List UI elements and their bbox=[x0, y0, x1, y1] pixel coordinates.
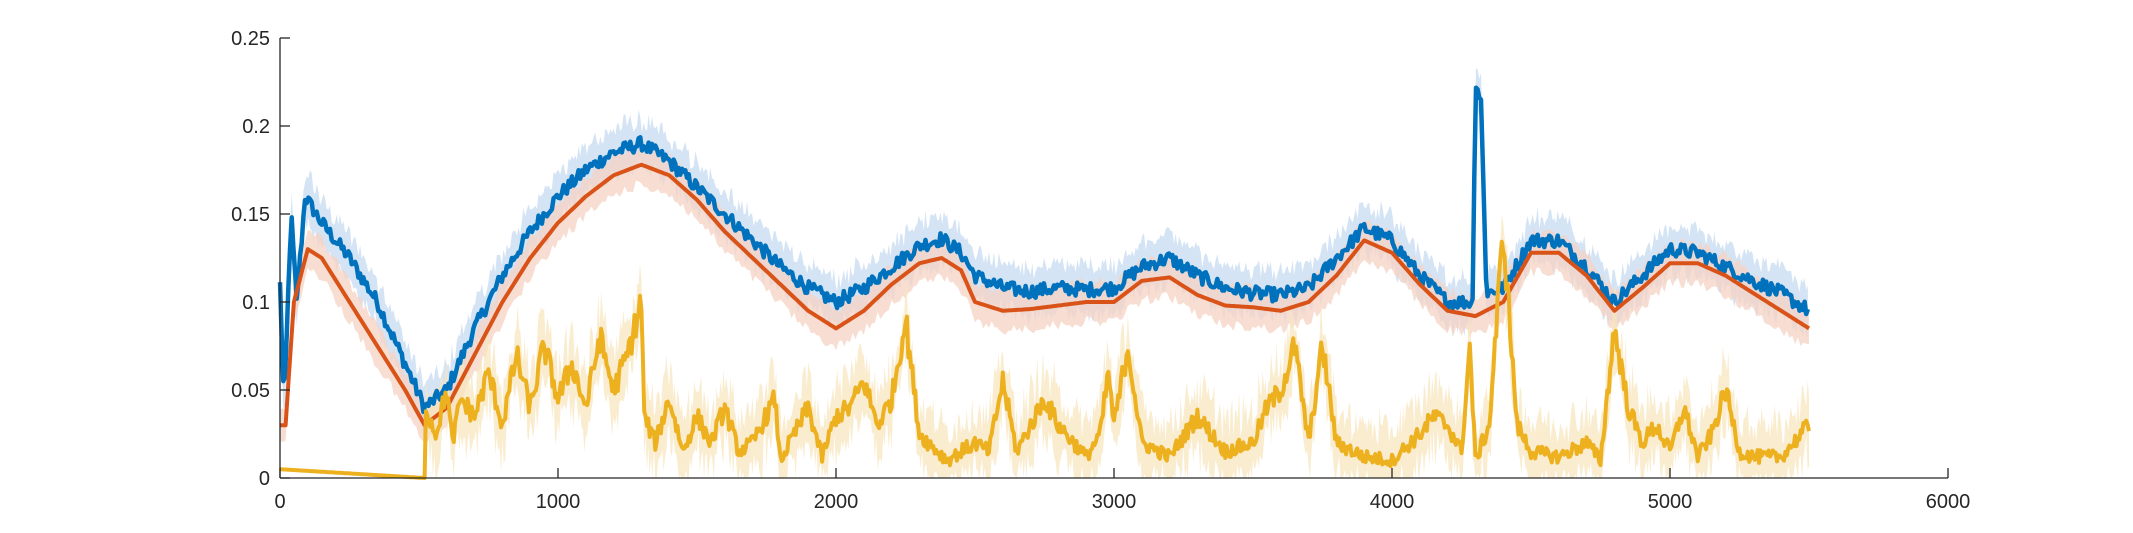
x-tick-label: 6000 bbox=[1926, 491, 1971, 513]
axes: 0 1000 2000 3000 4000 5000 6000 0 0.05 0.1 0.15 0.… bbox=[231, 28, 1970, 513]
y-tick-label: 0.2 bbox=[242, 116, 270, 138]
x-tick-label: 1000 bbox=[536, 491, 581, 513]
y-ticks: 0 0.05 0.1 0.15 0.2 0.25 bbox=[231, 28, 290, 490]
series-band-3 bbox=[280, 213, 1809, 478]
series-line-3 bbox=[279, 239, 1811, 480]
y-tick-label: 0.05 bbox=[231, 380, 270, 402]
series-line-1 bbox=[277, 85, 1811, 415]
x-tick-label: 2000 bbox=[814, 491, 859, 513]
series-bands bbox=[280, 68, 1809, 478]
series-lines bbox=[277, 85, 1811, 480]
x-ticks: 0 1000 2000 3000 4000 5000 6000 bbox=[274, 468, 1970, 513]
y-tick-label: 0 bbox=[259, 468, 270, 490]
x-tick-label: 3000 bbox=[1092, 491, 1137, 513]
x-tick-label: 4000 bbox=[1370, 491, 1415, 513]
x-tick-label: 0 bbox=[274, 491, 285, 513]
y-tick-label: 0.1 bbox=[242, 292, 270, 314]
y-tick-label: 0.15 bbox=[231, 204, 270, 226]
y-tick-label: 0.25 bbox=[231, 28, 270, 50]
series-line-2 bbox=[280, 162, 1811, 428]
x-tick-label: 5000 bbox=[1648, 491, 1693, 513]
